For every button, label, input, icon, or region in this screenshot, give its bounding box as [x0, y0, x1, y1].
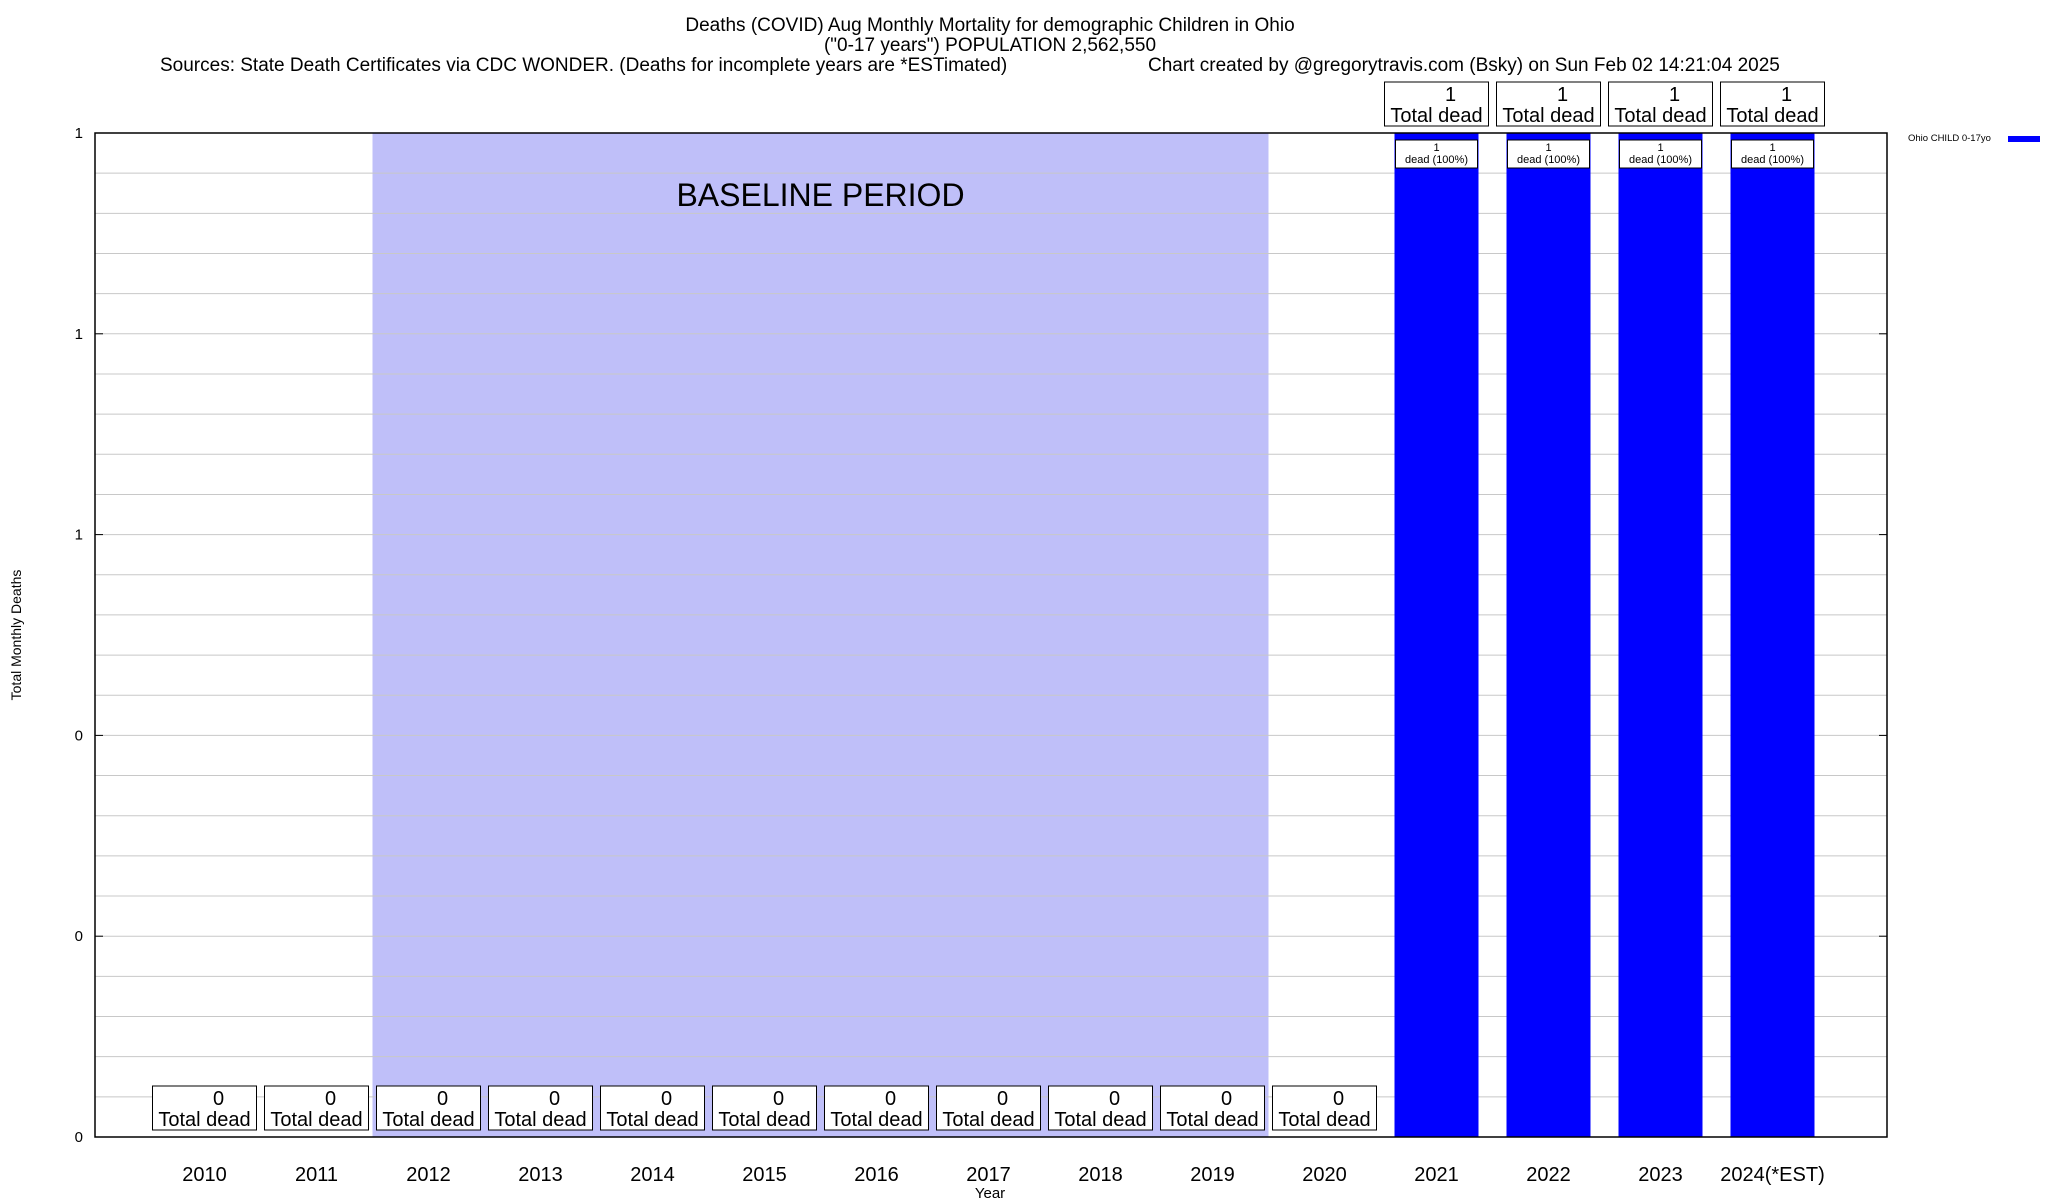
total-label-text: Total dead [1278, 1109, 1370, 1131]
total-label-text: Total dead [270, 1109, 362, 1131]
total-label-text: Total dead [942, 1109, 1034, 1131]
bar-inner-label-count: 1 [1433, 142, 1439, 154]
total-label-box [264, 1085, 369, 1131]
y-tick-label: 0 [75, 928, 83, 945]
x-tick-label: 2012 [406, 1164, 451, 1186]
bar-inner-label-count: 1 [1545, 142, 1551, 154]
total-label-text: Total dead [606, 1109, 698, 1131]
total-label-text: Total dead [718, 1109, 810, 1131]
bar-inner-label-box [1731, 139, 1814, 169]
total-label-box [1608, 81, 1713, 127]
total-label-box [824, 1085, 929, 1131]
total-label-value: 0 [549, 1088, 560, 1110]
total-label-text: Total dead [382, 1109, 474, 1131]
bar-inner-label-text: dead (100%) [1629, 154, 1692, 166]
total-label-box [1384, 81, 1489, 127]
total-label-text: Total dead [1502, 105, 1594, 127]
total-label-text: Total dead [1614, 105, 1706, 127]
total-label-box [936, 1085, 1041, 1131]
total-label-value: 0 [1333, 1088, 1344, 1110]
x-tick-label: 2024(*EST) [1720, 1164, 1825, 1186]
legend-label: Ohio CHILD 0-17yo [1908, 133, 1991, 144]
x-axis-title: Year [975, 1185, 1005, 1200]
x-tick-label: 2022 [1526, 1164, 1571, 1186]
total-label-value: 0 [997, 1088, 1008, 1110]
baseline-period-label: BASELINE PERIOD [676, 177, 964, 213]
x-tick-label: 2017 [966, 1164, 1011, 1186]
total-label-text: Total dead [1054, 1109, 1146, 1131]
chart-sources: Sources: State Death Certificates via CD… [160, 55, 1007, 76]
y-axis-title: Total Monthly Deaths [8, 570, 24, 701]
y-tick-label: 0 [75, 1129, 83, 1146]
total-label-text: Total dead [830, 1109, 922, 1131]
total-label-text: Total dead [494, 1109, 586, 1131]
bar-2021 [1394, 133, 1479, 1137]
x-tick-label: 2014 [630, 1164, 675, 1186]
total-label-value: 1 [1669, 84, 1680, 106]
bar-inner-label-count: 1 [1769, 142, 1775, 154]
legend: Ohio CHILD 0-17yo [1908, 133, 2040, 144]
total-label-box [1048, 1085, 1153, 1131]
bar-inner-label-box [1507, 139, 1590, 169]
total-label-box [600, 1085, 705, 1131]
total-label-text: Total dead [1166, 1109, 1258, 1131]
total-label-box [712, 1085, 817, 1131]
bar-inner-label-text: dead (100%) [1517, 154, 1580, 166]
bar-inner-label-text: dead (100%) [1741, 154, 1804, 166]
total-label-text: Total dead [158, 1109, 250, 1131]
bar-2022 [1506, 133, 1591, 1137]
total-label-value: 0 [885, 1088, 896, 1110]
total-label-box [376, 1085, 481, 1131]
total-label-text: Total dead [1726, 105, 1818, 127]
total-label-box [1272, 1085, 1377, 1131]
x-tick-label: 2015 [742, 1164, 787, 1186]
legend-swatch [2008, 136, 2040, 142]
y-tick-label: 0 [75, 727, 83, 744]
total-label-box [1720, 81, 1825, 127]
total-label-value: 1 [1445, 84, 1456, 106]
bar-2023 [1618, 133, 1703, 1137]
total-label-value: 0 [1221, 1088, 1232, 1110]
y-tick-label: 1 [75, 326, 83, 343]
bar-inner-label-box [1619, 139, 1702, 169]
total-label-box [488, 1085, 593, 1131]
bar-inner-label-count: 1 [1657, 142, 1663, 154]
x-tick-label: 2013 [518, 1164, 563, 1186]
bar-inner-label-box [1395, 139, 1478, 169]
x-tick-label: 2019 [1190, 1164, 1235, 1186]
y-tick-label: 1 [75, 527, 83, 544]
plot-area [94, 132, 1888, 1138]
baseline-period-band [372, 133, 1269, 1137]
x-tick-label: 2023 [1638, 1164, 1683, 1186]
bar-inner-label-text: dead (100%) [1405, 154, 1468, 166]
bar-2024(*EST) [1730, 133, 1815, 1137]
x-tick-label: 2020 [1302, 1164, 1347, 1186]
total-label-text: Total dead [1390, 105, 1482, 127]
total-label-value: 0 [1109, 1088, 1120, 1110]
total-label-value: 0 [213, 1088, 224, 1110]
x-tick-label: 2010 [182, 1164, 227, 1186]
chart-credit: Chart created by @gregorytravis.com (Bsk… [1148, 55, 1780, 76]
total-label-box [152, 1085, 257, 1131]
total-label-box [1160, 1085, 1265, 1131]
total-label-box [1496, 81, 1601, 127]
total-label-value: 0 [325, 1088, 336, 1110]
total-label-value: 1 [1557, 84, 1568, 106]
total-label-value: 1 [1781, 84, 1792, 106]
x-tick-label: 2011 [295, 1164, 338, 1186]
x-tick-label: 2018 [1078, 1164, 1123, 1186]
chart-title-line1: Deaths (COVID) Aug Monthly Mortality for… [685, 15, 1294, 36]
total-label-value: 0 [661, 1088, 672, 1110]
chart-title-line2: ("0-17 years") POPULATION 2,562,550 [824, 35, 1156, 56]
y-tick-label: 1 [75, 125, 83, 142]
total-label-value: 0 [437, 1088, 448, 1110]
total-label-value: 0 [773, 1088, 784, 1110]
x-tick-label: 2021 [1414, 1164, 1459, 1186]
x-tick-label: 2016 [854, 1164, 899, 1186]
